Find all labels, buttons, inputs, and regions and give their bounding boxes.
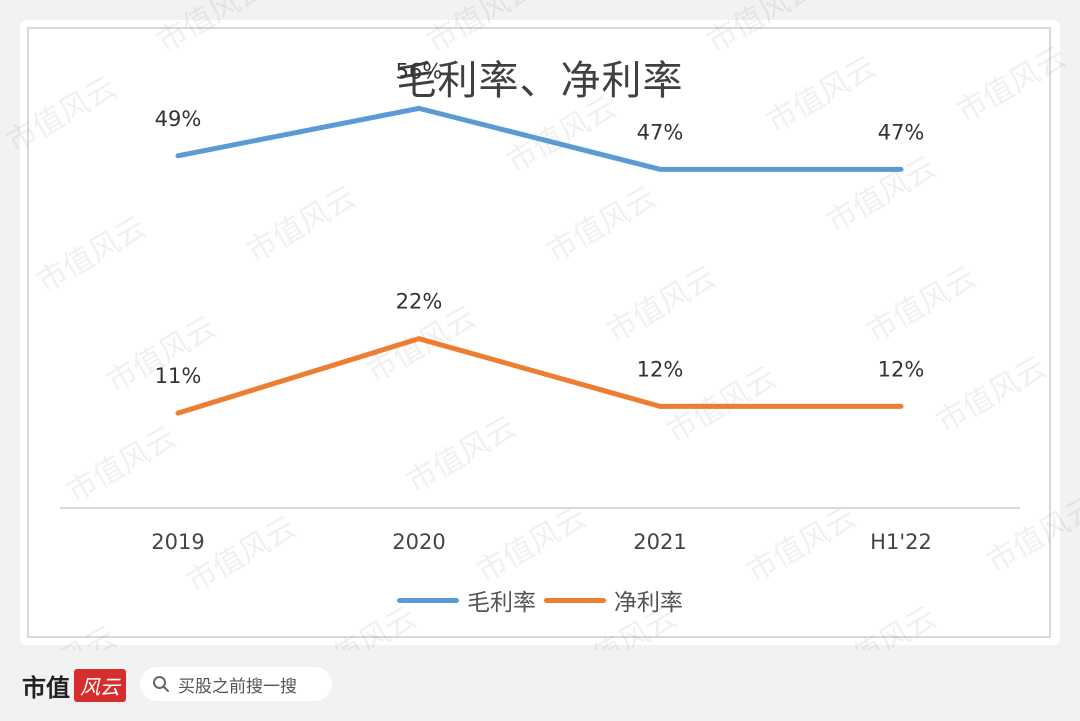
x-tick-label: 2021 xyxy=(633,530,686,554)
series-layer: 49% 56% 47% 47% 11% 22% 12% 12% xyxy=(155,59,925,416)
search-icon xyxy=(153,676,169,692)
x-axis-ticks: 2019 2020 2021 H1'22 xyxy=(151,530,932,554)
legend-item-gross-margin: 毛利率 xyxy=(397,583,536,617)
footer-bar: 市值 风云 买股之前搜一搜 xyxy=(0,650,1080,721)
legend-swatch-gross-margin xyxy=(397,597,459,603)
chart-card xyxy=(20,20,1060,645)
data-label: 49% xyxy=(155,107,202,131)
line-chart: 49% 56% 47% 47% 11% 22% 12% 12% 2019 2020 2021 H1'… xyxy=(60,59,1020,554)
data-label: 56% xyxy=(396,59,443,83)
data-label: 22% xyxy=(396,290,443,314)
series-line-0 xyxy=(175,105,904,172)
data-label: 47% xyxy=(878,120,925,144)
legend-item-net-margin: 净利率 xyxy=(544,583,683,617)
data-label: 12% xyxy=(637,357,684,381)
x-tick-label: 2019 xyxy=(151,530,204,554)
brand-logo[interactable]: 市值 风云 xyxy=(22,668,126,703)
legend-swatch-net-margin xyxy=(544,597,606,603)
data-label: 11% xyxy=(155,364,202,388)
data-label: 12% xyxy=(878,357,925,381)
search-box[interactable]: 买股之前搜一搜 xyxy=(140,667,332,701)
search-text: 买股之前搜一搜 xyxy=(178,676,297,697)
chart-frame xyxy=(27,27,1051,638)
legend-label-gross-margin: 毛利率 xyxy=(467,590,536,616)
data-label: 47% xyxy=(637,120,684,144)
x-tick-label: H1'22 xyxy=(870,530,932,554)
x-tick-label: 2020 xyxy=(392,530,445,554)
chart-title: 毛利率、净利率 xyxy=(396,58,684,104)
brand-text: 市值 xyxy=(22,673,70,702)
series-line-1 xyxy=(175,336,904,416)
brand-seal: 风云 xyxy=(74,669,126,702)
legend-label-net-margin: 净利率 xyxy=(614,590,683,616)
legend: 毛利率 净利率 xyxy=(0,583,1080,617)
